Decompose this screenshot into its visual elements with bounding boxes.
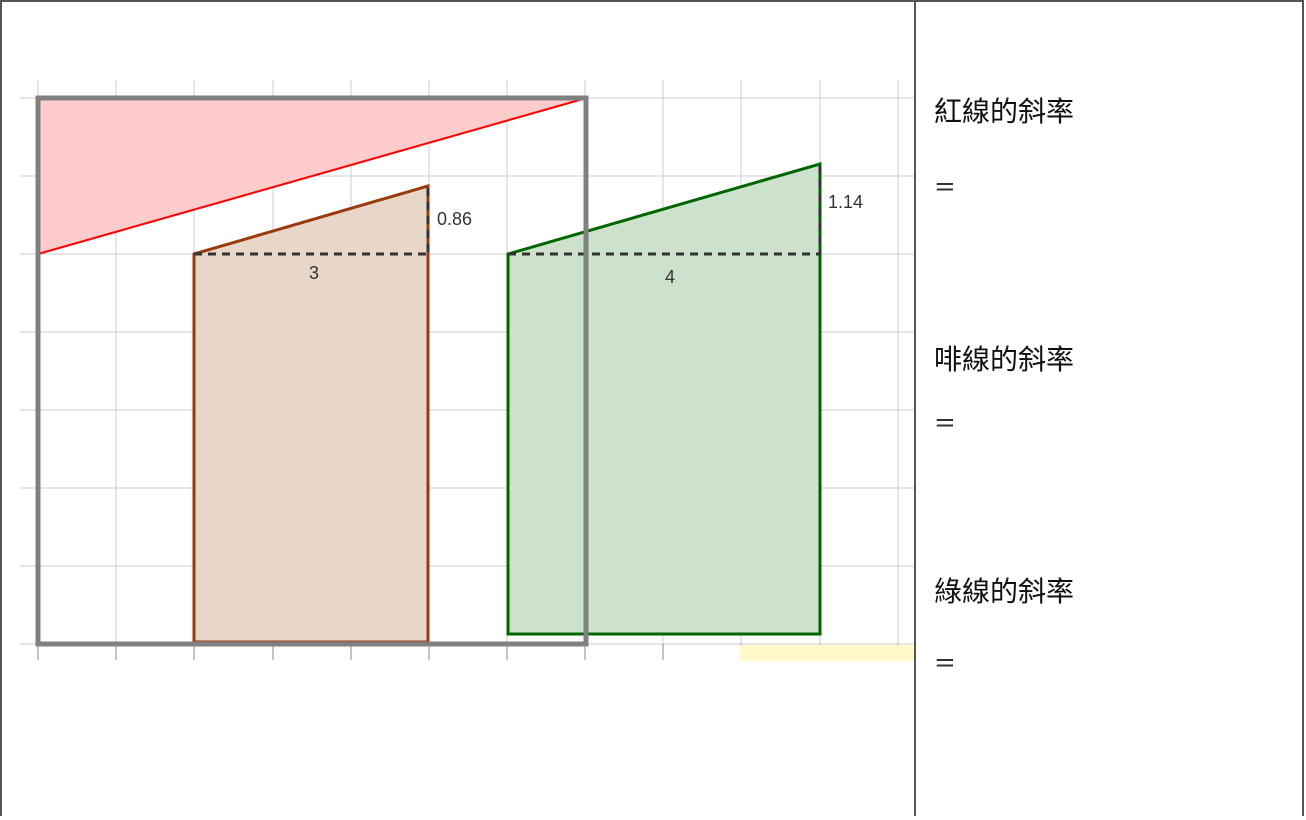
green-slope-equals: = (934, 648, 956, 678)
brown-rise-label: 0.86 (437, 209, 472, 229)
brown-run-label: 3 (309, 263, 319, 283)
brown-slope-equals: = (934, 408, 956, 438)
slope-answer-panel: 紅線的斜率 = 啡線的斜率 = 綠線的斜率 = (916, 2, 1302, 816)
red-slope-label: 紅線的斜率 (934, 95, 1075, 128)
red-line (37, 98, 584, 255)
green-rise-label: 1.14 (828, 192, 863, 212)
red-slope-equals: = (934, 172, 956, 202)
diagram-svg: 3 0.86 4 1.14 (20, 80, 914, 660)
green-run-label: 4 (665, 267, 675, 287)
gray-frame (35, 95, 589, 647)
slope-diagram: 3 0.86 4 1.14 (2, 2, 914, 816)
green-slope-label: 綠線的斜率 (934, 575, 1075, 608)
green-shape (506, 162, 822, 636)
yellow-note-strip (740, 645, 914, 661)
column-divider (914, 0, 916, 816)
brown-slope-label: 啡線的斜率 (934, 343, 1075, 376)
